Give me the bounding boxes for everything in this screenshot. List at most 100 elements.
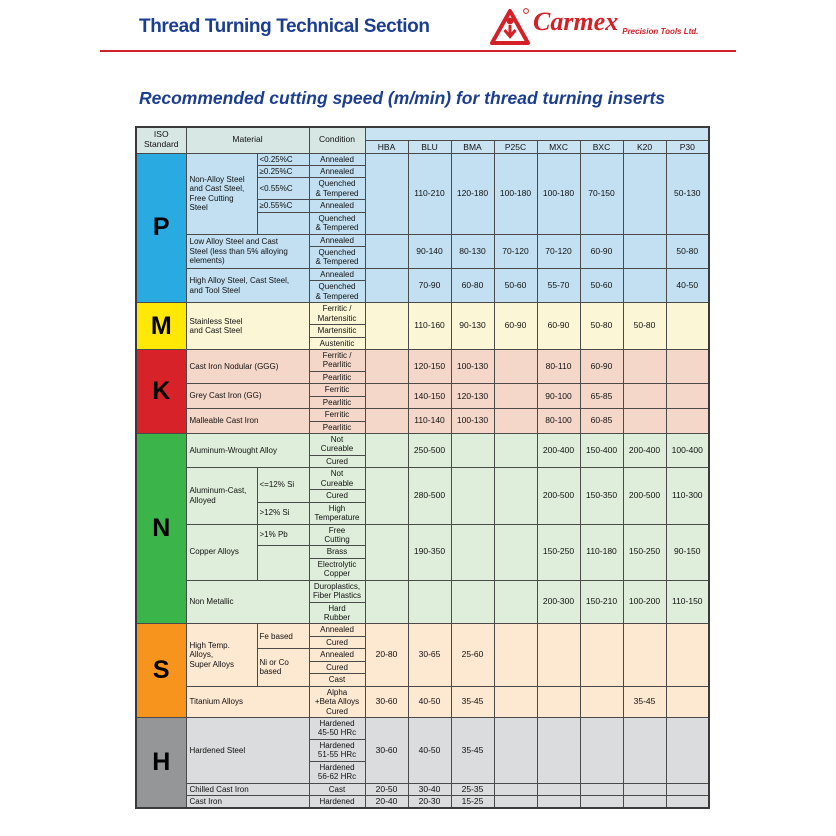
condition-cell: Hardened 51-55 HRc	[308, 738, 366, 762]
speed-value-cell	[665, 685, 710, 718]
material-sub-cell: <=12% Si	[256, 467, 310, 503]
condition-cell: Annealed	[308, 233, 366, 248]
speed-value-cell: 60-85	[579, 408, 624, 434]
speed-value-cell: 70-150	[579, 152, 624, 235]
condition-cell: Cast	[308, 673, 366, 687]
speed-value-cell: 80-130	[450, 233, 495, 269]
table-row: K Cast Iron Nodular (GGG) Ferritic / Pearl…	[135, 348, 710, 435]
speed-value-cell: 110-160	[407, 302, 452, 350]
speed-value-cell	[450, 579, 495, 625]
material-cell: Cast Iron	[185, 795, 310, 809]
material-cell: High Alloy Steel, Cast Steel, and Tool S…	[185, 267, 310, 304]
grade-column-header: BXC	[579, 139, 624, 154]
speed-value-cell: 35-45	[450, 685, 495, 718]
speed-value-cell: 90-130	[450, 302, 495, 350]
speed-value-cell: 40-50	[407, 716, 452, 784]
material-cell: Hardened Steel	[185, 716, 310, 784]
speed-value-cell: 110-210	[407, 152, 452, 235]
speed-value-cell	[364, 467, 409, 525]
condition-cell: Annealed	[308, 267, 366, 282]
speed-value-cell: 50-60	[579, 267, 624, 304]
col-header-iso-standard: ISO Standard	[135, 126, 187, 154]
table-row: P Non-Alloy Steel and Cast Steel, Free Cu…	[135, 152, 710, 304]
speed-value-cell: 50-130	[665, 152, 710, 235]
condition-cell: Hardened 56-62 HRc	[308, 760, 366, 784]
condition-cell: Annealed	[308, 164, 366, 179]
condition-cell: Cured	[308, 489, 366, 503]
condition-cell: Ferritic / Martensitic	[308, 302, 366, 326]
speed-value-cell	[665, 782, 710, 797]
condition-cell: Quenched & Tempered	[308, 211, 366, 235]
speed-value-cell	[665, 623, 710, 687]
brand-logo: Carmex Precision Tools Ltd.	[490, 5, 698, 51]
speed-value-cell	[493, 348, 538, 385]
speed-value-cell	[493, 383, 538, 410]
condition-cell: Cured	[308, 635, 366, 650]
condition-cell: Ferritic / Pearlitic	[308, 348, 366, 372]
speed-value-cell: 15-25	[450, 795, 495, 809]
material-sub-cell: <0.55%C	[256, 177, 310, 201]
header-divider	[100, 50, 736, 52]
speed-value-cell	[493, 523, 538, 581]
iso-letter-cell: H	[135, 716, 187, 809]
condition-cell: Cured	[308, 454, 366, 469]
speed-value-cell: 50-80	[665, 233, 710, 269]
speed-value-cell: 250-500	[407, 432, 452, 469]
material-cell: Aluminum-Cast, Alloyed	[185, 467, 258, 525]
material-sub-cell: >12% Si	[256, 501, 310, 525]
material-cell: Chilled Cast Iron	[185, 782, 310, 797]
condition-cell: Pearlitic	[308, 370, 366, 385]
material-cell: Stainless Steel and Cast Steel	[185, 302, 310, 350]
material-cell: Low Alloy Steel and Cast Steel (less tha…	[185, 233, 310, 269]
speed-value-cell	[493, 795, 538, 809]
speed-value-cell: 30-65	[407, 623, 452, 687]
speed-value-cell: 200-400	[536, 432, 581, 469]
material-sub-cell	[256, 211, 310, 235]
speed-value-cell	[579, 716, 624, 784]
speed-value-cell	[450, 523, 495, 581]
speed-value-cell: 100-400	[665, 432, 710, 469]
speed-value-cell	[364, 408, 409, 434]
material-sub-cell	[256, 545, 310, 581]
condition-cell: Annealed	[308, 199, 366, 213]
speed-value-cell	[407, 579, 452, 625]
table-row: N Aluminum-Wrought Alloy Not Cureable 250-5…	[135, 432, 710, 625]
speed-value-cell	[622, 623, 667, 687]
speed-value-cell: 25-35	[450, 782, 495, 797]
material-sub-cell: >1% Pb	[256, 523, 310, 547]
grade-column-header: MXC	[536, 139, 581, 154]
condition-cell: Martensitic	[308, 324, 366, 338]
speed-value-cell: 200-500	[536, 467, 581, 525]
grade-column-header: HBA	[364, 139, 409, 154]
material-cell: Non-Alloy Steel and Cast Steel, Free Cut…	[185, 152, 258, 235]
speed-value-cell	[364, 152, 409, 235]
speed-value-cell	[536, 685, 581, 718]
speed-value-cell	[579, 795, 624, 809]
speed-value-cell: 200-500	[622, 467, 667, 525]
condition-cell: Pearlitic	[308, 395, 366, 410]
condition-cell: Not Cureable	[308, 467, 366, 491]
condition-cell: Not Cureable	[308, 433, 366, 456]
table-row: H Hardened Steel Hardened 45-50 HRc 30-60 40…	[135, 716, 710, 809]
speed-value-cell: 190-350	[407, 523, 452, 581]
speed-value-cell: 30-60	[364, 685, 409, 718]
speed-value-cell: 110-150	[665, 579, 710, 625]
cutting-speed-table: ISO Standard Material Condition HBA BLU BM…	[135, 126, 711, 810]
material-sub-cell: ≥0.55%C	[256, 199, 310, 213]
table-row: Non Metallic Duroplastics, Fiber Plastics…	[136, 579, 710, 625]
speed-value-cell	[493, 716, 538, 784]
speed-value-cell	[493, 782, 538, 797]
speed-value-cell	[536, 623, 581, 687]
condition-cell: Ferritic	[308, 408, 366, 422]
speed-value-cell: 50-80	[579, 302, 624, 350]
iso-letter-cell: S	[135, 623, 187, 718]
speed-value-cell: 110-180	[579, 523, 624, 581]
grade-column-header: P30	[665, 139, 710, 154]
speed-value-cell	[493, 623, 538, 687]
speed-value-cell: 35-45	[622, 685, 667, 718]
table-row: Grey Cast Iron (GG) Ferritic 140-150 120-13…	[136, 383, 710, 410]
speed-value-cell	[579, 782, 624, 797]
condition-cell: Hardened 45-50 HRc	[308, 716, 366, 740]
material-cell: Aluminum-Wrought Alloy	[185, 432, 310, 469]
